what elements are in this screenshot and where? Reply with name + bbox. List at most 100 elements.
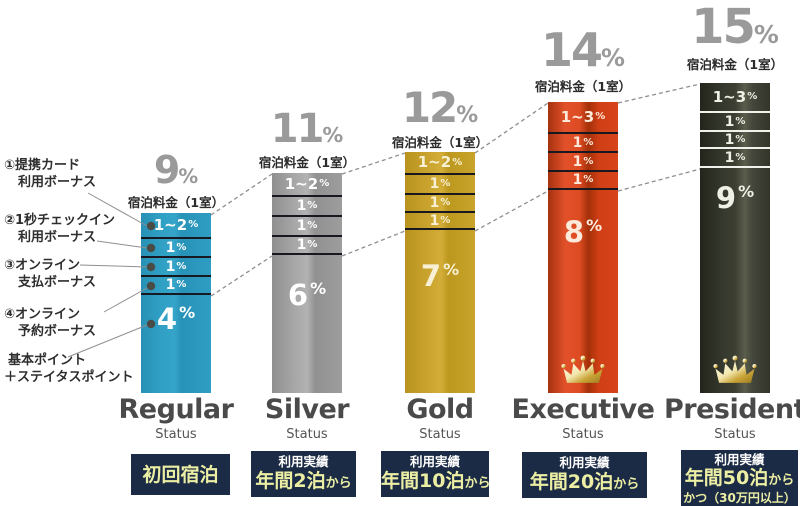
segment-value: 4 (156, 302, 178, 336)
headline-percent: 15% (660, 3, 800, 51)
legend-line: ①提携カード (4, 158, 81, 173)
bar-silver: 1~2% 1% 1% 1% 6% (272, 173, 342, 393)
legend-label-one-second-checkin-bonus: ②1秒チェックイン 利用ボーナス (4, 212, 115, 246)
segment-value: 1 (429, 195, 440, 211)
status-word: Status (419, 427, 461, 442)
dashed-line (341, 230, 406, 257)
segment-value: 1~2 (417, 153, 452, 171)
badge-heading: 利用実績 (714, 451, 765, 467)
bar-segment-base: 9% (700, 168, 770, 393)
headline-subtitle: 宿泊料金（1室） (686, 57, 784, 72)
bar-segment-base: 7% (405, 230, 475, 393)
segment-value: 1 (572, 134, 583, 151)
dashed-line (474, 190, 549, 232)
badge-heading: 利用実績 (278, 453, 329, 469)
segment-unit: % (176, 260, 187, 272)
headline-value: 14 (541, 23, 603, 77)
status-name-president: President (663, 394, 800, 425)
bar-segment: 1% (548, 172, 618, 190)
crown-icon (713, 355, 757, 383)
legend-line: 支払ボーナス (18, 275, 97, 290)
bar-segment: 1% (405, 195, 475, 213)
segment-value: 1~2 (284, 174, 319, 193)
badge-main-text: 年間2泊 (255, 469, 326, 492)
segment-unit: % (440, 178, 451, 189)
badge-main: 年間50泊から (681, 468, 798, 491)
legend-line: 利用ボーナス (18, 230, 97, 245)
bar-segment: 1% (548, 134, 618, 153)
segment-unit: % (452, 156, 463, 168)
bar-segment: 1~2% (141, 213, 211, 239)
bar-gold: 1~2% 1% 1% 1% 7% (405, 152, 475, 393)
status-name-executive: Executive (511, 394, 655, 425)
badge-main-text: 年間10泊 (381, 469, 465, 492)
headline-value: 12 (401, 83, 458, 132)
headline-value: 9 (153, 148, 180, 192)
bar-segment: 1% (272, 217, 342, 237)
bar-segment: 1% (700, 132, 770, 149)
legend-line: ③オンライン (4, 258, 81, 273)
segment-unit: % (583, 136, 594, 148)
segment-value: 1~3 (712, 87, 747, 106)
segment-value: 1 (724, 149, 735, 166)
bar-segment-base: 8% (548, 190, 618, 393)
segment-value: 1 (165, 239, 176, 256)
badge-main: 年間10泊から (381, 469, 490, 495)
segment-unit: % (735, 151, 746, 163)
bar-segment: 1~3% (548, 102, 618, 134)
bar-segment: 1% (272, 237, 342, 255)
bar-segment: 1% (548, 153, 618, 172)
bar-segment-base: 6% (272, 255, 342, 393)
status-word: Status (714, 427, 756, 442)
badge-main: 初回宿泊 (131, 464, 230, 486)
badge-suffix-text: から (613, 476, 640, 492)
segment-unit: % (310, 279, 327, 298)
status-word: Status (562, 427, 604, 442)
segment-unit: % (307, 239, 318, 250)
segment-unit: % (307, 200, 318, 211)
segment-value: 1 (165, 277, 176, 293)
bar-segment: 1~2% (405, 152, 475, 175)
segment-value: 6 (287, 278, 309, 312)
bar-segment: 1% (700, 149, 770, 168)
badge-main: 年間20泊から (522, 471, 647, 496)
badge-condition-text: かつ（30万円以上） (683, 490, 796, 505)
segment-value: 1 (165, 258, 176, 275)
segment-unit: % (595, 111, 606, 122)
badge-main: 年間2泊から (251, 470, 356, 495)
legend-label-base-status-points: 基本ポイント ＋ステイタスポイント (4, 352, 133, 386)
segment-unit: % (738, 182, 755, 201)
headline-unit: % (456, 103, 479, 128)
bar-segment: 1~2% (272, 173, 342, 197)
headline-unit: % (753, 20, 779, 49)
segment-value: 7 (420, 259, 442, 293)
segment-value: 1 (296, 237, 307, 253)
segment-value: 1 (724, 131, 735, 148)
headline-percent: 12% (365, 87, 515, 129)
status-badge-executive: 利用実績 年間20泊から (522, 452, 647, 498)
headline-subtitle: 宿泊料金（1室） (534, 79, 632, 94)
segment-value: 1 (724, 113, 735, 130)
headline-value: 15 (691, 0, 756, 55)
headline-regular: 9% 宿泊料金（1室） (101, 151, 251, 211)
segment-unit: % (735, 115, 746, 127)
bar-segment: 1% (700, 113, 770, 132)
segment-unit: % (319, 178, 330, 189)
status-name-regular: Regular (118, 394, 234, 425)
segment-value: 1 (429, 212, 440, 229)
segment-unit: % (747, 91, 758, 102)
segment-unit: % (179, 303, 196, 322)
segment-unit: % (583, 155, 594, 167)
headline-value: 11 (270, 106, 325, 152)
bar-segment: 1% (141, 277, 211, 295)
segment-unit: % (176, 279, 187, 290)
legend-label-online-reservation-bonus: ④オンライン 予約ボーナス (4, 306, 96, 340)
legend-line: ＋ステイタスポイント (4, 370, 134, 385)
legend-line: ②1秒チェックイン (4, 213, 116, 228)
segment-unit: % (176, 241, 187, 253)
badge-main-text: 年間50泊 (684, 466, 769, 489)
status-badge-president: 利用実績 年間50泊から かつ（30万円以上） (681, 450, 798, 506)
segment-unit: % (307, 220, 318, 231)
segment-value: 1~3 (560, 107, 595, 126)
